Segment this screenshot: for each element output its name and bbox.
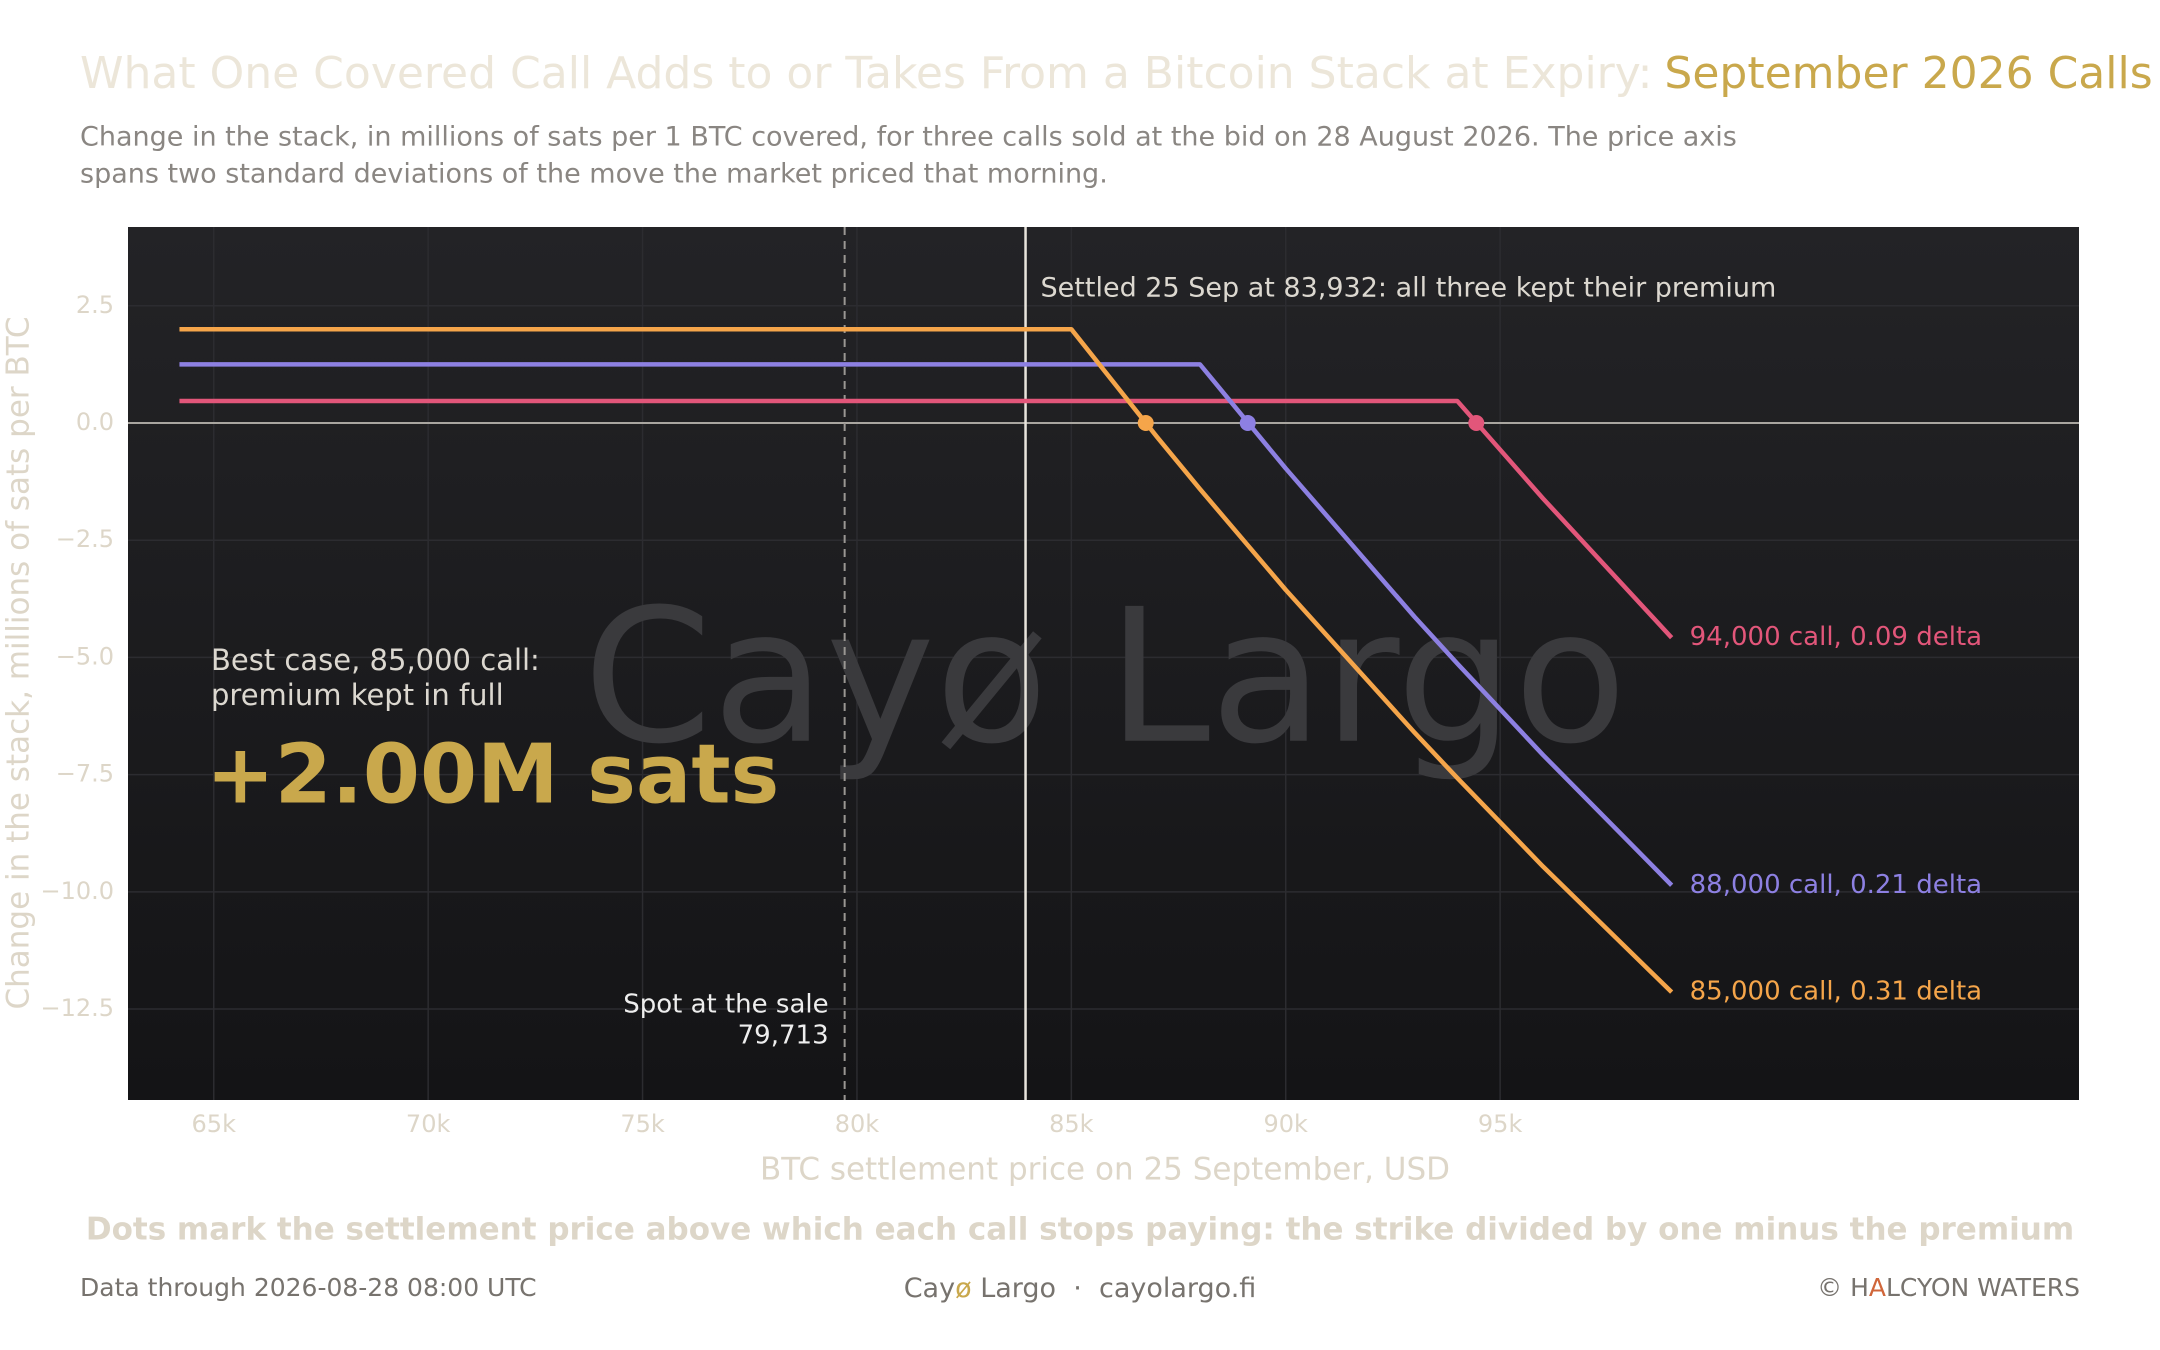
spot-value: 79,713 <box>738 1021 829 1051</box>
y-tick-label: 2.5 <box>76 291 114 319</box>
y-tick-label: 0.0 <box>76 408 114 436</box>
x-tick-label: 65k <box>192 1110 237 1138</box>
series-line <box>179 326 1674 994</box>
brand-part: LCYON WATERS <box>1886 1273 2080 1302</box>
best-case-note: Best case, 85,000 call: <box>211 643 540 677</box>
y-tick-label: −2.5 <box>56 525 114 553</box>
y-tick-label: −10.0 <box>40 877 114 905</box>
x-tick-label: 70k <box>406 1110 451 1138</box>
brand-part: Largo · cayolargo.fi <box>972 1273 1257 1304</box>
title-main: What One Covered Call Adds to or Takes F… <box>80 48 1652 99</box>
spot-label: Spot at the sale <box>623 990 828 1020</box>
x-tick-label: 95k <box>1478 1110 1523 1138</box>
subtitle: spans two standard deviations of the mov… <box>80 159 1108 190</box>
x-tick-label: 85k <box>1049 1110 1094 1138</box>
brand-part: © H <box>1817 1273 1869 1302</box>
best-case-value: +2.00M sats <box>206 727 779 822</box>
footer-left: Data through 2026-08-28 08:00 UTC <box>80 1273 537 1302</box>
y-tick-label: −12.5 <box>40 994 114 1022</box>
breakeven-dot <box>1137 414 1154 431</box>
x-tick-label: 80k <box>835 1110 880 1138</box>
brand-part: Cay <box>904 1273 955 1304</box>
footer-center: Cayø Largo · cayolargo.fi <box>904 1273 1257 1304</box>
watermark: Cayø Largo <box>583 569 1627 785</box>
breakeven-dot <box>1239 414 1256 431</box>
series-line <box>179 398 1674 640</box>
brand-part: ø <box>955 1273 972 1304</box>
x-tick-label: 90k <box>1264 1110 1309 1138</box>
y-tick-label: −7.5 <box>56 760 114 788</box>
breakeven-dot <box>1468 414 1485 431</box>
footnote: Dots mark the settlement price above whi… <box>86 1212 2074 1248</box>
y-axis-label: Change in the stack, millions of sats pe… <box>1 316 37 1009</box>
subtitle: Change in the stack, in millions of sats… <box>80 122 1737 153</box>
title-highlight: September 2026 Calls <box>1664 48 2152 99</box>
chart-title: What One Covered Call Adds to or Takes F… <box>80 48 2153 99</box>
footer-right: © HALCYON WATERS <box>1817 1273 2080 1302</box>
y-tick-label: −5.0 <box>56 642 114 670</box>
series-label: 88,000 call, 0.21 delta <box>1690 870 1982 900</box>
series-label: 85,000 call, 0.31 delta <box>1690 977 1982 1007</box>
brand-part: A <box>1869 1273 1886 1302</box>
settled-label: Settled 25 Sep at 83,932: all three kept… <box>1041 273 1777 304</box>
series-label: 94,000 call, 0.09 delta <box>1690 622 1982 652</box>
best-case-note: premium kept in full <box>211 678 504 712</box>
x-axis-label: BTC settlement price on 25 September, US… <box>760 1152 1450 1188</box>
x-tick-label: 75k <box>620 1110 665 1138</box>
